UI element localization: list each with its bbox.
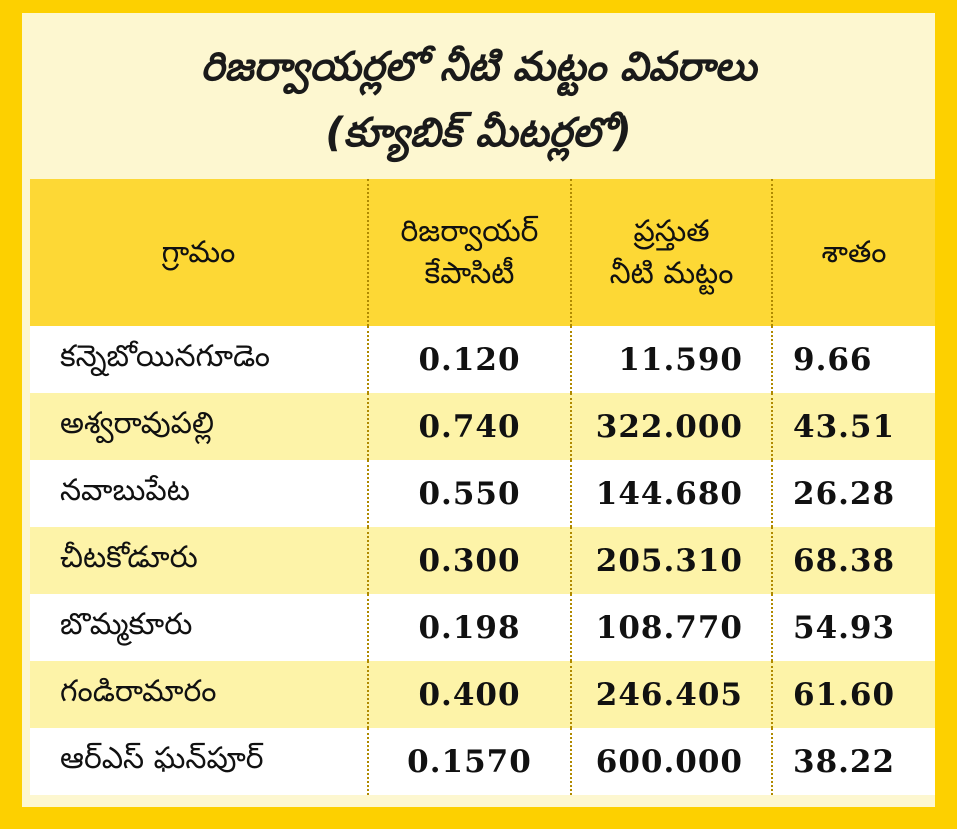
header-level-line-2: నీటి మట్టం: [609, 255, 734, 291]
reservoir-table: గ్రామం రిజర్వాయర్ కేపాసిటీ ప్రస్తుత నీటి…: [30, 179, 935, 795]
table-row: కన్నెబోయినగూడెం 0.120 11.590 9.66: [30, 326, 935, 393]
header-capacity-line-1: రిజర్వాయర్: [400, 213, 539, 249]
cell-percent: 61.60: [771, 661, 935, 728]
cell-capacity: 0.120: [367, 326, 571, 393]
cell-capacity: 0.198: [367, 594, 571, 661]
header-capacity: రిజర్వాయర్ కేపాసిటీ: [367, 179, 571, 326]
cell-percent: 43.51: [771, 393, 935, 460]
header-level-line-1: ప్రస్తుత: [633, 213, 710, 249]
cell-village: అశ్వరావుపల్లి: [60, 405, 214, 441]
cell-level: 11.590: [570, 326, 772, 393]
cell-village: చీటకోడూరు: [60, 539, 198, 575]
cell-capacity: 0.550: [367, 460, 571, 527]
cell-village: గండిరామారం: [60, 673, 217, 709]
cell-percent: 68.38: [771, 527, 935, 594]
cell-village: కన్నెబోయినగూడెం: [60, 338, 270, 374]
header-row: గ్రామం రిజర్వాయర్ కేపాసిటీ ప్రస్తుత నీటి…: [30, 179, 935, 326]
cell-level: 600.000: [570, 728, 772, 795]
table-row: బొమ్మకూరు 0.198 108.770 54.93: [30, 594, 935, 661]
title-line-2: (క్యూబిక్ మీటర్లలో): [325, 110, 632, 156]
header-percent: శాతం: [771, 179, 935, 326]
cell-level: 205.310: [570, 527, 772, 594]
cell-percent: 9.66: [771, 326, 935, 393]
cell-level: 322.000: [570, 393, 772, 460]
table-row: అశ్వరావుపల్లి 0.740 322.000 43.51: [30, 393, 935, 460]
cell-village: బొమ్మకూరు: [60, 606, 193, 642]
cell-percent: 38.22: [771, 728, 935, 795]
cell-capacity: 0.400: [367, 661, 571, 728]
cell-village: ఆర్ఎస్ ఘన్‌పూర్: [60, 740, 264, 776]
table-row: ఆర్ఎస్ ఘన్‌పూర్ 0.1570 600.000 38.22: [30, 728, 935, 795]
table-row: చీటకోడూరు 0.300 205.310 68.38: [30, 527, 935, 594]
cell-village: నవాబుపేట: [60, 472, 190, 508]
header-capacity-line-2: కేపాసిటీ: [424, 255, 515, 291]
cell-level: 144.680: [570, 460, 772, 527]
cell-capacity: 0.740: [367, 393, 571, 460]
header-village: గ్రామం: [161, 234, 236, 270]
table-title: రిజర్వాయర్లలో నీటి మట్టం వివరాలు (క్యూబి…: [22, 13, 935, 179]
cell-capacity: 0.1570: [367, 728, 571, 795]
title-line-1: రిజర్వాయర్లలో నీటి మట్టం వివరాలు: [200, 44, 757, 90]
cell-level: 246.405: [570, 661, 772, 728]
cell-capacity: 0.300: [367, 527, 571, 594]
cell-percent: 26.28: [771, 460, 935, 527]
cell-level: 108.770: [570, 594, 772, 661]
table-row: గండిరామారం 0.400 246.405 61.60: [30, 661, 935, 728]
header-level: ప్రస్తుత నీటి మట్టం: [570, 179, 772, 326]
content-panel: రిజర్వాయర్లలో నీటి మట్టం వివరాలు (క్యూబి…: [22, 13, 935, 807]
table-row: నవాబుపేట 0.550 144.680 26.28: [30, 460, 935, 527]
cell-percent: 54.93: [771, 594, 935, 661]
